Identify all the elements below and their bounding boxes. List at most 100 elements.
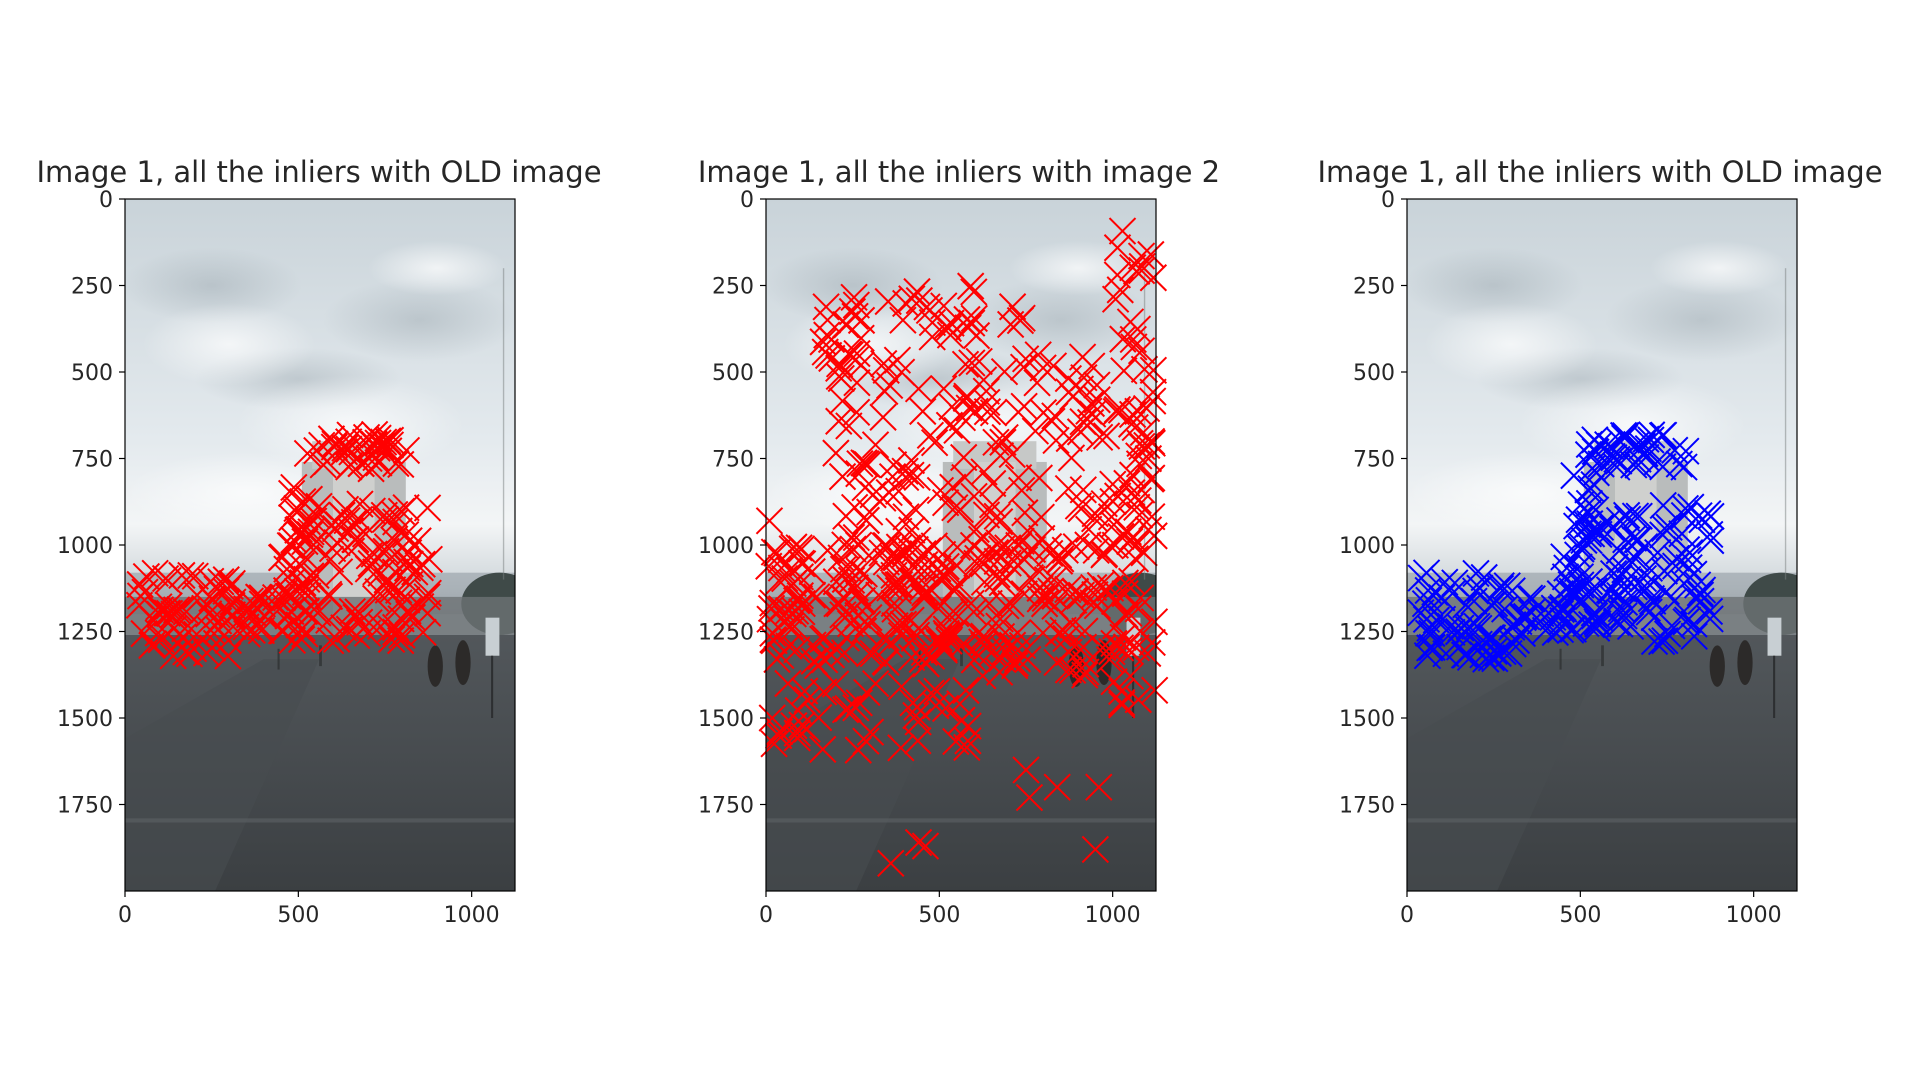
marker-stroke — [1510, 602, 1538, 631]
inlier-marker — [1696, 605, 1724, 633]
subplot-2-title: Image 1, all the inliers with image 2 — [698, 155, 1220, 189]
marker-stroke — [1628, 432, 1657, 460]
marker-stroke — [1132, 394, 1161, 423]
inlier-marker — [286, 520, 314, 549]
inlier-marker — [323, 529, 351, 557]
marker-stroke — [315, 606, 343, 634]
inlier-marker — [947, 707, 976, 735]
inlier-marker — [168, 561, 196, 590]
marker-stroke — [1039, 352, 1068, 380]
inlier-marker — [164, 629, 192, 658]
inlier-marker — [322, 625, 351, 653]
inlier-marker — [335, 428, 363, 456]
marker-stroke — [371, 505, 400, 534]
marker-stroke — [1651, 626, 1679, 655]
inlier-marker — [1058, 656, 1087, 685]
marker-stroke — [1553, 554, 1581, 582]
y-tick-label: 1750 — [1339, 794, 1395, 819]
marker-stroke — [1103, 234, 1132, 262]
inlier-marker — [1470, 563, 1498, 592]
marker-stroke — [975, 589, 1003, 618]
inlier-marker — [1493, 572, 1521, 600]
marker-stroke — [959, 531, 988, 560]
subplot-1-title: Image 1, all the inliers with OLD image — [36, 155, 601, 189]
inlier-marker — [1651, 626, 1679, 655]
marker-stroke — [960, 304, 988, 333]
inlier-marker — [1012, 756, 1040, 784]
inlier-marker — [887, 734, 915, 762]
marker-stroke — [1108, 688, 1136, 717]
inlier-marker — [991, 563, 1020, 591]
inlier-marker — [851, 473, 879, 502]
marker-stroke — [1109, 325, 1137, 353]
inlier-marker — [1137, 465, 1165, 493]
inlier-marker — [932, 552, 960, 581]
marker-stroke — [991, 637, 1020, 665]
marker-stroke — [153, 599, 181, 627]
inlier-marker — [147, 625, 175, 654]
inlier-marker — [1452, 641, 1480, 669]
inlier-marker — [1011, 499, 1039, 527]
marker-stroke — [232, 613, 260, 641]
marker-stroke — [268, 543, 297, 571]
marker-stroke — [413, 494, 442, 522]
marker-stroke — [897, 446, 926, 475]
inlier-marker — [952, 676, 980, 705]
inlier-marker — [371, 505, 400, 534]
inlier-marker — [130, 619, 158, 648]
marker-stroke — [878, 462, 907, 491]
marker-stroke — [1559, 615, 1588, 643]
inlier-marker — [1567, 571, 1595, 599]
marker-stroke — [1465, 630, 1493, 658]
marker-stroke — [869, 403, 897, 431]
marker-stroke — [1124, 595, 1152, 623]
inlier-marker — [793, 686, 821, 714]
marker-stroke — [396, 550, 424, 578]
marker-stroke — [1603, 607, 1632, 636]
inlier-marker — [1559, 615, 1588, 643]
marker-stroke — [767, 554, 796, 582]
marker-stroke — [1683, 571, 1712, 599]
inlier-marker — [946, 495, 975, 524]
inlier-marker — [763, 645, 791, 674]
marker-stroke — [810, 678, 838, 706]
marker-stroke — [837, 566, 866, 594]
inlier-marker — [1100, 667, 1128, 696]
inlier-marker — [1067, 581, 1096, 609]
x-tick-label: 1000 — [1085, 903, 1141, 928]
marker-stroke — [1621, 544, 1650, 573]
marker-stroke — [1696, 520, 1724, 549]
inlier-marker — [831, 639, 859, 667]
marker-stroke — [126, 570, 154, 599]
marker-stroke — [755, 507, 784, 535]
inlier-marker — [1139, 356, 1168, 385]
inlier-marker — [839, 535, 867, 563]
marker-stroke — [998, 440, 1026, 469]
inlier-marker — [909, 584, 937, 612]
marker-stroke — [1413, 642, 1442, 670]
inlier-marker — [844, 531, 873, 559]
marker-stroke — [935, 411, 964, 439]
marker-stroke — [159, 615, 188, 643]
marker-stroke — [1531, 616, 1560, 645]
inlier-marker — [877, 849, 905, 878]
inlier-marker — [1108, 691, 1136, 719]
marker-stroke — [1071, 617, 1099, 645]
inlier-marker — [997, 589, 1025, 618]
inlier-marker — [1620, 573, 1649, 601]
inlier-marker — [784, 696, 812, 725]
marker-stroke — [992, 629, 1021, 658]
inlier-marker — [1069, 407, 1097, 436]
inlier-marker — [1044, 619, 1073, 648]
marker-stroke — [916, 421, 945, 449]
marker-stroke — [828, 387, 857, 415]
marker-stroke — [1061, 578, 1090, 606]
inlier-marker — [292, 597, 321, 625]
inlier-marker — [1461, 577, 1490, 605]
marker-stroke — [1661, 436, 1689, 464]
inlier-marker — [126, 570, 154, 599]
marker-stroke — [1621, 502, 1650, 530]
inlier-marker — [885, 533, 914, 561]
y-tick-label: 1250 — [1339, 621, 1395, 646]
marker-stroke — [1004, 464, 1033, 492]
